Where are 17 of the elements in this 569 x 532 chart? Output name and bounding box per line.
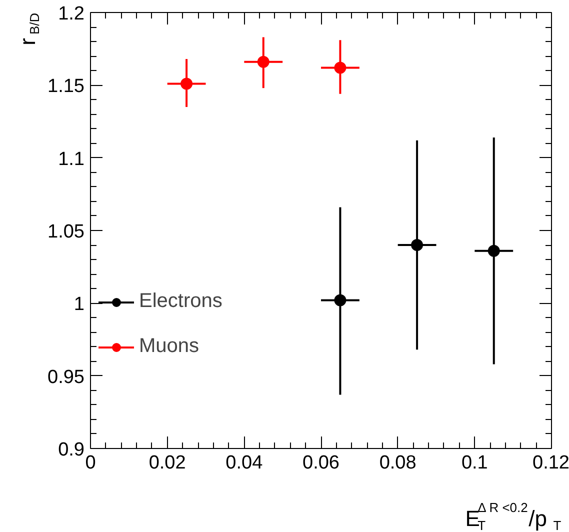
- x-tick-label: 0: [85, 452, 96, 474]
- y-axis-title: rB/D: [15, 12, 42, 46]
- x-tick-label: 0.08: [379, 452, 416, 474]
- x-tick-label: 0.1: [461, 452, 488, 474]
- x-tick-label: 0.02: [148, 452, 186, 474]
- x-tick-label: 0.06: [302, 452, 340, 474]
- y-tick-label: 0.95: [48, 366, 85, 388]
- x-tick-label: 0.12: [532, 452, 569, 474]
- y-tick-label: 1: [74, 294, 85, 316]
- y-tick-label: 0.9: [58, 440, 85, 460]
- legend-label: Electrons: [139, 290, 222, 313]
- y-tick-label: 1.15: [48, 76, 85, 98]
- legend-label: Muons: [139, 335, 200, 358]
- x-tick-label: 0.04: [226, 452, 264, 474]
- y-tick-label: 1.05: [48, 222, 85, 242]
- y-tick-label: 1.1: [58, 148, 85, 170]
- y-tick-label: 1.2: [58, 4, 85, 24]
